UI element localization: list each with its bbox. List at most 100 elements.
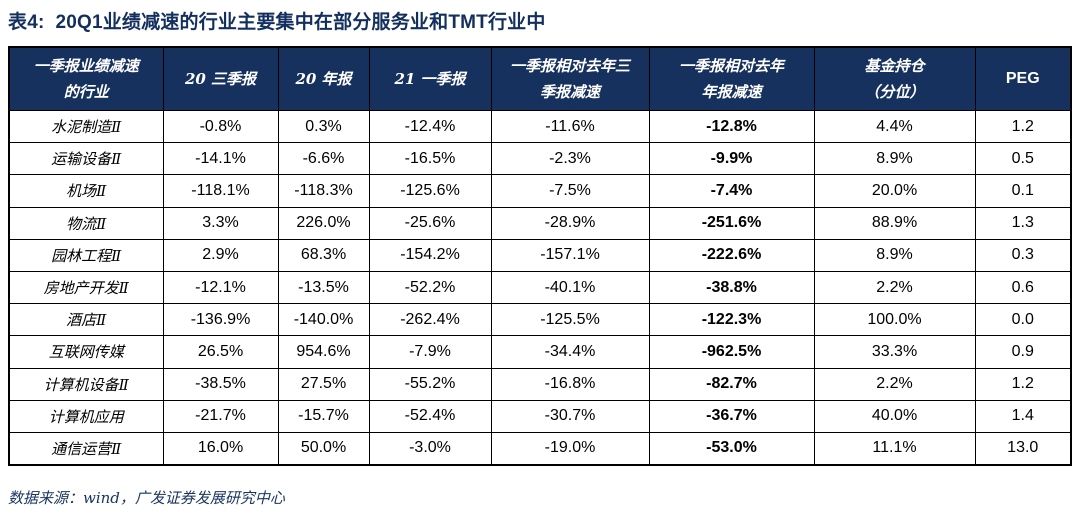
fund-holding-cell: 20.0% [813, 174, 976, 208]
table-row: 房地产开发Ⅱ -12.1% -13.5% -52.2% -40.1% -38.8… [8, 270, 1072, 305]
peg-cell: 1.2 [974, 367, 1072, 401]
report-20fy-cell: 226.0% [277, 206, 370, 240]
report-21q1-cell: -52.4% [368, 399, 492, 433]
industry-cell: 计算机应用 [8, 399, 164, 433]
fund-holding-cell: 2.2% [813, 367, 976, 401]
report-20fy-cell: 50.0% [277, 431, 370, 466]
industry-cell: 园林工程Ⅱ [8, 238, 164, 272]
decel-vs-20fy-cell: -962.5% [648, 335, 815, 369]
report-20fy-cell: 68.3% [277, 238, 370, 272]
peg-cell: 1.2 [974, 109, 1072, 144]
data-source: 数据来源：wind，广发证券发展研究中心 [8, 489, 285, 507]
peg-cell: 0.3 [974, 238, 1072, 272]
table-row: 互联网传媒 26.5% 954.6% -7.9% -34.4% -962.5% … [8, 335, 1072, 369]
table-row: 计算机应用 -21.7% -15.7% -52.4% -30.7% -36.7%… [8, 399, 1072, 433]
table-row: 计算机设备Ⅱ -38.5% 27.5% -55.2% -16.8% -82.7%… [8, 367, 1072, 401]
industry-cell: 房地产开发Ⅱ [8, 270, 164, 305]
fund-holding-cell: 100.0% [813, 303, 976, 337]
decel-vs-20fy-cell: -36.7% [648, 399, 815, 433]
decel-vs-20fy-cell: -251.6% [648, 206, 815, 240]
table-row: 园林工程Ⅱ 2.9% 68.3% -154.2% -157.1% -222.6%… [8, 238, 1072, 272]
decel-vs-20fy-cell: -82.7% [648, 367, 815, 401]
col-header-vs-20q3: 一季报相对去年三 季报减速 [490, 46, 650, 111]
peg-cell: 0.1 [974, 174, 1072, 208]
report-21q1-cell: -55.2% [368, 367, 492, 401]
peg-cell: 0.5 [974, 142, 1072, 176]
report-21q1-cell: -262.4% [368, 303, 492, 337]
decel-vs-20fy-cell: -9.9% [648, 142, 815, 176]
col-header-industry: 一季报业绩减速 的行业 [8, 46, 164, 111]
table-row: 机场Ⅱ -118.1% -118.3% -125.6% -7.5% -7.4% … [8, 174, 1072, 208]
peg-cell: 0.0 [974, 303, 1072, 337]
table-row: 通信运营Ⅱ 16.0% 50.0% -3.0% -19.0% -53.0% 11… [8, 431, 1072, 466]
report-20q3-cell: -118.1% [162, 174, 279, 208]
decel-vs-20fy-cell: -12.8% [648, 109, 815, 144]
report-20q3-cell: 2.9% [162, 238, 279, 272]
table-row: 水泥制造Ⅱ -0.8% 0.3% -12.4% -11.6% -12.8% 4.… [8, 109, 1072, 144]
peg-cell: 13.0 [974, 431, 1072, 466]
report-20q3-cell: 26.5% [162, 335, 279, 369]
col-header-fund-holding: 基金持仓 （分位） [813, 46, 976, 111]
decel-vs-20fy-cell: -53.0% [648, 431, 815, 466]
report-21q1-cell: -12.4% [368, 109, 492, 144]
report-20fy-cell: -140.0% [277, 303, 370, 337]
report-20fy-cell: -15.7% [277, 399, 370, 433]
decel-vs-20fy-cell: -7.4% [648, 174, 815, 208]
fund-holding-cell: 88.9% [813, 206, 976, 240]
decel-vs-20q3-cell: -34.4% [490, 335, 650, 369]
decel-vs-20q3-cell: -125.5% [490, 303, 650, 337]
report-21q1-cell: -52.2% [368, 270, 492, 305]
report-20q3-cell: 3.3% [162, 206, 279, 240]
col-header-peg: PEG [974, 46, 1072, 111]
table-title: 表4: 20Q1业绩减速的行业主要集中在部分服务业和TMT行业中 [8, 12, 546, 33]
decel-vs-20q3-cell: -28.9% [490, 206, 650, 240]
report-20q3-cell: -21.7% [162, 399, 279, 433]
industry-cell: 水泥制造Ⅱ [8, 109, 164, 144]
industry-cell: 互联网传媒 [8, 335, 164, 369]
report-20q3-cell: -38.5% [162, 367, 279, 401]
industry-cell: 酒店Ⅱ [8, 303, 164, 337]
report-21q1-cell: -3.0% [368, 431, 492, 466]
report-20fy-cell: -118.3% [277, 174, 370, 208]
industry-cell: 物流Ⅱ [8, 206, 164, 240]
table-row: 酒店Ⅱ -136.9% -140.0% -262.4% -125.5% -122… [8, 303, 1072, 337]
fund-holding-cell: 8.9% [813, 238, 976, 272]
report-20fy-cell: 954.6% [277, 335, 370, 369]
report-21q1-cell: -16.5% [368, 142, 492, 176]
decel-vs-20q3-cell: -19.0% [490, 431, 650, 466]
report-20fy-cell: 27.5% [277, 367, 370, 401]
report-20q3-cell: -136.9% [162, 303, 279, 337]
decel-vs-20q3-cell: -157.1% [490, 238, 650, 272]
decel-vs-20q3-cell: -16.8% [490, 367, 650, 401]
peg-cell: 0.9 [974, 335, 1072, 369]
industry-deceleration-table: 一季报业绩减速 的行业 20 三季报 20 年报 21 一季报 一季报相对去年三… [8, 46, 1072, 467]
report-20q3-cell: -12.1% [162, 270, 279, 305]
fund-holding-cell: 8.9% [813, 142, 976, 176]
report-20fy-cell: -6.6% [277, 142, 370, 176]
col-header-vs-20fy: 一季报相对去年 年报减速 [648, 46, 815, 111]
peg-cell: 1.4 [974, 399, 1072, 433]
report-20q3-cell: 16.0% [162, 431, 279, 466]
decel-vs-20q3-cell: -40.1% [490, 270, 650, 305]
fund-holding-cell: 40.0% [813, 399, 976, 433]
col-header-20fy-report: 20 年报 [277, 46, 370, 111]
report-20q3-cell: -0.8% [162, 109, 279, 144]
table-row: 运输设备Ⅱ -14.1% -6.6% -16.5% -2.3% -9.9% 8.… [8, 142, 1072, 176]
table-body: 水泥制造Ⅱ -0.8% 0.3% -12.4% -11.6% -12.8% 4.… [8, 109, 1072, 466]
report-21q1-cell: -154.2% [368, 238, 492, 272]
industry-cell: 机场Ⅱ [8, 174, 164, 208]
table-row: 物流Ⅱ 3.3% 226.0% -25.6% -28.9% -251.6% 88… [8, 206, 1072, 240]
fund-holding-cell: 4.4% [813, 109, 976, 144]
industry-cell: 计算机设备Ⅱ [8, 367, 164, 401]
fund-holding-cell: 33.3% [813, 335, 976, 369]
fund-holding-cell: 11.1% [813, 431, 976, 466]
decel-vs-20fy-cell: -122.3% [648, 303, 815, 337]
report-21q1-cell: -25.6% [368, 206, 492, 240]
col-header-20q3-report: 20 三季报 [162, 46, 279, 111]
report-20fy-cell: 0.3% [277, 109, 370, 144]
report-21q1-cell: -7.9% [368, 335, 492, 369]
header-row: 一季报业绩减速 的行业 20 三季报 20 年报 21 一季报 一季报相对去年三… [8, 46, 1072, 111]
report-21q1-cell: -125.6% [368, 174, 492, 208]
decel-vs-20fy-cell: -222.6% [648, 238, 815, 272]
report-20fy-cell: -13.5% [277, 270, 370, 305]
